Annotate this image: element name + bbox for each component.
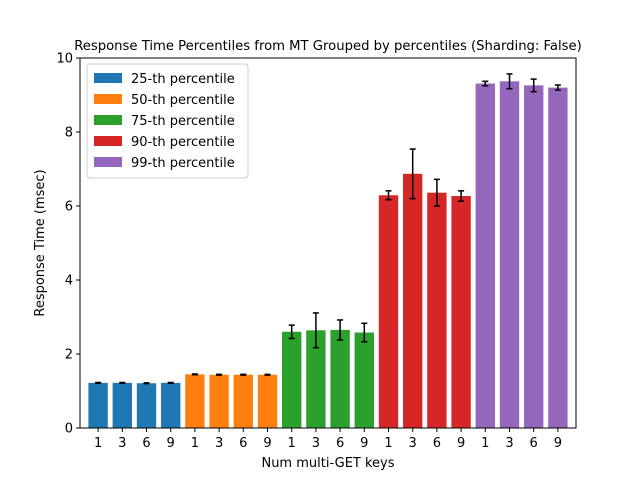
legend-swatch-3 bbox=[94, 136, 122, 146]
bar-s0-c0 bbox=[88, 382, 108, 428]
legend-label-1: 50-th percentile bbox=[131, 93, 235, 108]
x-tick-label: 9 bbox=[360, 436, 368, 451]
y-tick-label: 0 bbox=[65, 422, 73, 437]
x-tick-label: 3 bbox=[505, 436, 513, 451]
bar-s1-c1 bbox=[209, 374, 229, 428]
axes-layer: 1 3 6 9 1 3 6 9 1 3 6 9 1 3 6 9 1 3 6 9 0 2 4 6 8 10 bbox=[56, 52, 562, 452]
x-tick-label: 3 bbox=[118, 436, 126, 451]
x-tick-label: 1 bbox=[94, 436, 102, 451]
x-tick-label: 9 bbox=[263, 436, 271, 451]
bars-layer bbox=[88, 81, 568, 428]
y-tick-label: 4 bbox=[65, 274, 73, 289]
legend-label-2: 75-th percentile bbox=[131, 114, 235, 129]
x-tick-label: 6 bbox=[239, 436, 247, 451]
x-tick-label: 9 bbox=[554, 436, 562, 451]
legend-label-3: 90-th percentile bbox=[131, 135, 235, 150]
bar-s3-c3 bbox=[451, 196, 471, 428]
legend-box bbox=[86, 63, 249, 179]
x-tick-label: 6 bbox=[336, 436, 344, 451]
x-tick-label: 9 bbox=[167, 436, 175, 451]
x-tick-label: 1 bbox=[288, 436, 296, 451]
chart-title: Response Time Percentiles from MT Groupe… bbox=[74, 39, 582, 54]
x-tick-label: 6 bbox=[142, 436, 150, 451]
bar-s1-c2 bbox=[233, 374, 253, 428]
legend-swatch-2 bbox=[94, 115, 122, 125]
bar-s2-c0 bbox=[282, 331, 302, 428]
bar-s0-c1 bbox=[112, 382, 132, 428]
x-tick-label: 9 bbox=[457, 436, 465, 451]
y-axis-label: Response Time (msec) bbox=[33, 169, 48, 316]
legend-label-0: 25-th percentile bbox=[131, 72, 235, 87]
bar-s3-c2 bbox=[427, 192, 447, 428]
bar-s4-c0 bbox=[475, 83, 495, 428]
y-tick-label: 6 bbox=[65, 200, 73, 215]
y-tick-label: 8 bbox=[65, 126, 73, 141]
legend: 25-th percentile 50-th percentile 75-th pe… bbox=[86, 63, 249, 179]
x-tick-label: 3 bbox=[312, 436, 320, 451]
x-tick-label: 1 bbox=[481, 436, 489, 451]
x-tick-label: 1 bbox=[384, 436, 392, 451]
y-tick-label: 10 bbox=[56, 52, 73, 67]
bar-s3-c0 bbox=[378, 195, 399, 428]
x-tick-label: 6 bbox=[433, 436, 441, 451]
bar-s0-c3 bbox=[161, 382, 181, 428]
bar-s2-c3 bbox=[354, 332, 374, 428]
legend-swatch-1 bbox=[94, 94, 122, 104]
legend-swatch-0 bbox=[94, 73, 122, 83]
x-axis-label: Num multi-GET keys bbox=[261, 456, 394, 471]
plot-frame bbox=[79, 57, 577, 429]
legend-label-4: 99-th percentile bbox=[131, 156, 235, 171]
bar-s2-c1 bbox=[306, 330, 326, 428]
x-tick-label: 3 bbox=[409, 436, 417, 451]
bar-s4-c2 bbox=[524, 85, 544, 428]
bar-s0-c2 bbox=[136, 383, 157, 428]
x-tick-label: 3 bbox=[215, 436, 223, 451]
y-tick-label: 2 bbox=[65, 348, 73, 363]
bar-s2-c2 bbox=[330, 329, 350, 428]
bar-s1-c3 bbox=[257, 374, 278, 428]
x-tick-label: 1 bbox=[191, 436, 199, 451]
bar-s1-c0 bbox=[185, 374, 205, 428]
bar-s4-c3 bbox=[548, 87, 568, 428]
x-tick-label: 6 bbox=[530, 436, 538, 451]
legend-swatch-4 bbox=[94, 157, 122, 167]
error-bars-layer bbox=[95, 73, 561, 385]
bar-s4-c1 bbox=[499, 81, 520, 428]
bar-s3-c1 bbox=[403, 173, 423, 428]
